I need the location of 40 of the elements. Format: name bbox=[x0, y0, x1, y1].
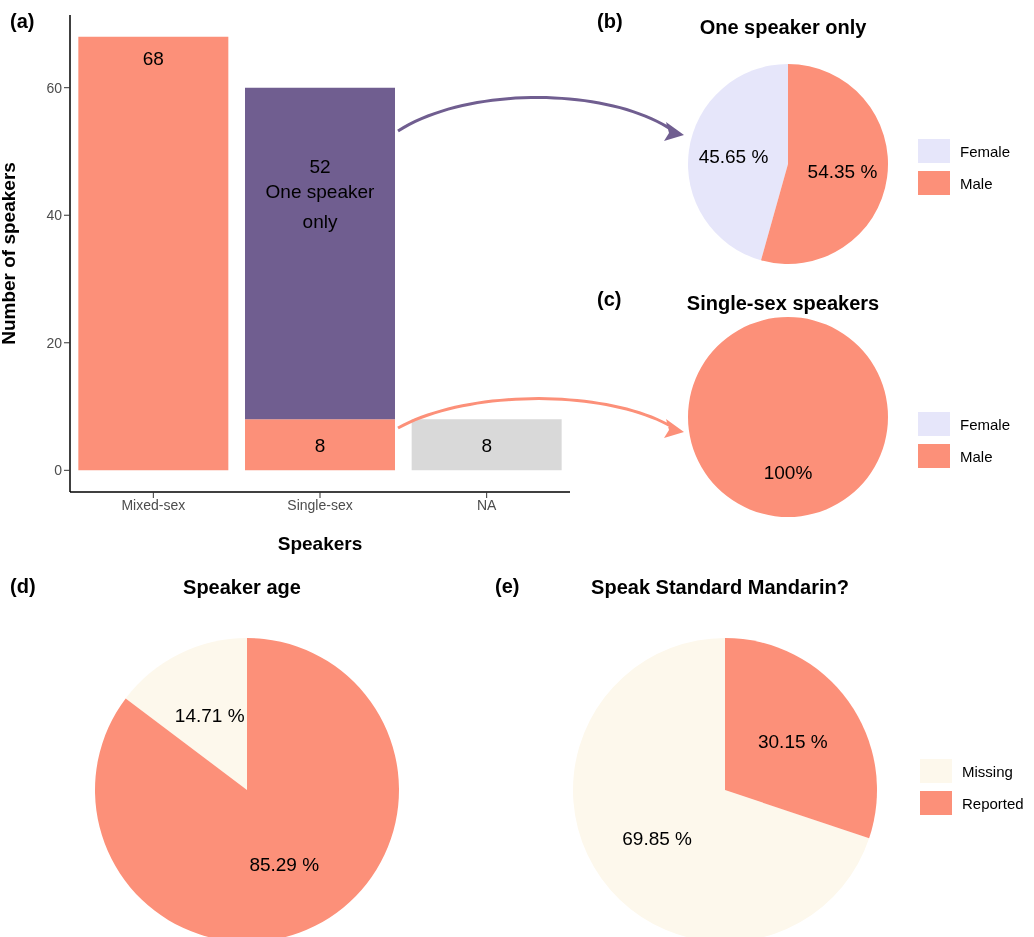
legend-label: Male bbox=[960, 447, 993, 465]
series-label: One speaker only bbox=[265, 180, 376, 232]
x-tick-label: Mixed-sex bbox=[121, 496, 186, 513]
bar bbox=[245, 87, 395, 420]
chart-title: Speaker age bbox=[182, 576, 302, 599]
data-label: 100% bbox=[763, 461, 813, 483]
x-axis-title: Speakers bbox=[277, 533, 363, 554]
chart-title: One speaker only bbox=[699, 16, 867, 38]
data-label: 54.35 % bbox=[807, 160, 878, 182]
text: (a) bbox=[10, 10, 35, 33]
data-label: 68 bbox=[142, 47, 164, 69]
data-label: 52 bbox=[309, 155, 331, 177]
bar bbox=[245, 419, 395, 471]
text: (d) bbox=[10, 575, 36, 598]
data-label: 14.71 % bbox=[174, 704, 245, 726]
y-tick-label: 40 bbox=[46, 207, 63, 224]
y-tick-label: 60 bbox=[46, 79, 63, 96]
data-label: 69.85 % bbox=[622, 828, 693, 850]
y-axis-title: Number of speakers bbox=[0, 162, 19, 345]
y-tick-label: 0 bbox=[54, 462, 63, 479]
x-tick-label: NA bbox=[476, 496, 498, 513]
chart-title: Speak Standard Mandarin? bbox=[590, 576, 850, 599]
x-tick-label: Single-sex bbox=[287, 496, 353, 513]
legend-label: Female bbox=[960, 142, 1011, 160]
data-label: 8 bbox=[481, 434, 492, 456]
y-tick-label: 20 bbox=[46, 334, 63, 351]
chart-title: Single-sex speakers bbox=[686, 292, 880, 314]
text: (e) bbox=[495, 575, 520, 598]
text: (c) bbox=[597, 288, 622, 311]
bar bbox=[78, 36, 229, 471]
text: (b) bbox=[597, 10, 623, 33]
legend-label: Reported bbox=[962, 794, 1024, 812]
legend-label: Female bbox=[960, 415, 1011, 433]
data-label: 85.29 % bbox=[249, 854, 320, 876]
legend-label: Male bbox=[960, 174, 993, 192]
legend-label: Missing bbox=[962, 762, 1013, 780]
data-label: 30.15 % bbox=[758, 730, 828, 752]
data-label: 8 bbox=[314, 434, 326, 456]
data-label: 45.65 % bbox=[698, 146, 769, 168]
pie-slice bbox=[688, 64, 788, 261]
